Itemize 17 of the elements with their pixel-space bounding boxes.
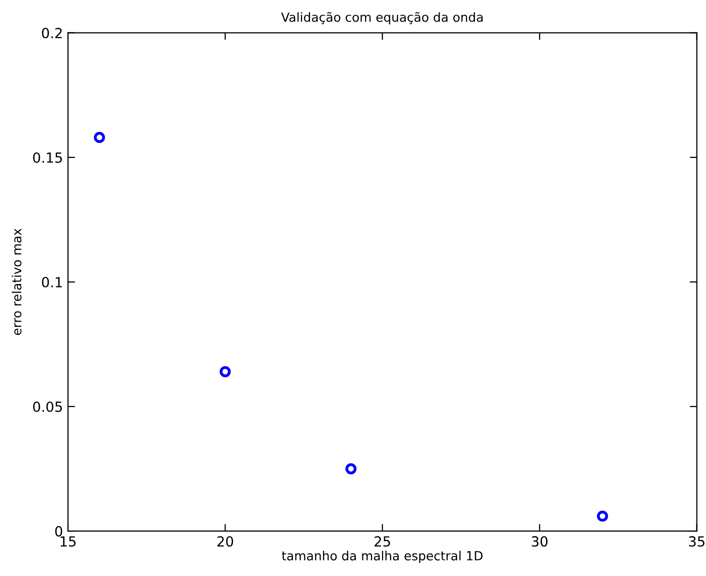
x-tick-label: 20 [217,536,234,547]
y-tick-label: 0.1 [42,276,62,288]
x-tick-label: 15 [60,536,76,547]
x-tick-label: 30 [532,536,548,547]
point [345,463,357,474]
y-axis-title: erro relativo max [12,228,22,335]
y-tick-label: 0.05 [33,401,62,412]
x-tick-label: 25 [374,536,390,547]
y-tick-label: 0 [55,526,62,537]
x-tick-label: 35 [689,536,704,547]
x-axis-title: tamanho da malha espectral 1D [282,550,483,563]
point [596,510,608,522]
chart-title: Validação com equação da onda [281,12,483,24]
y-tick-label: 0.15 [33,152,62,163]
point [94,132,105,144]
point [220,366,231,378]
y-tick-label: 0.2 [42,28,62,38]
